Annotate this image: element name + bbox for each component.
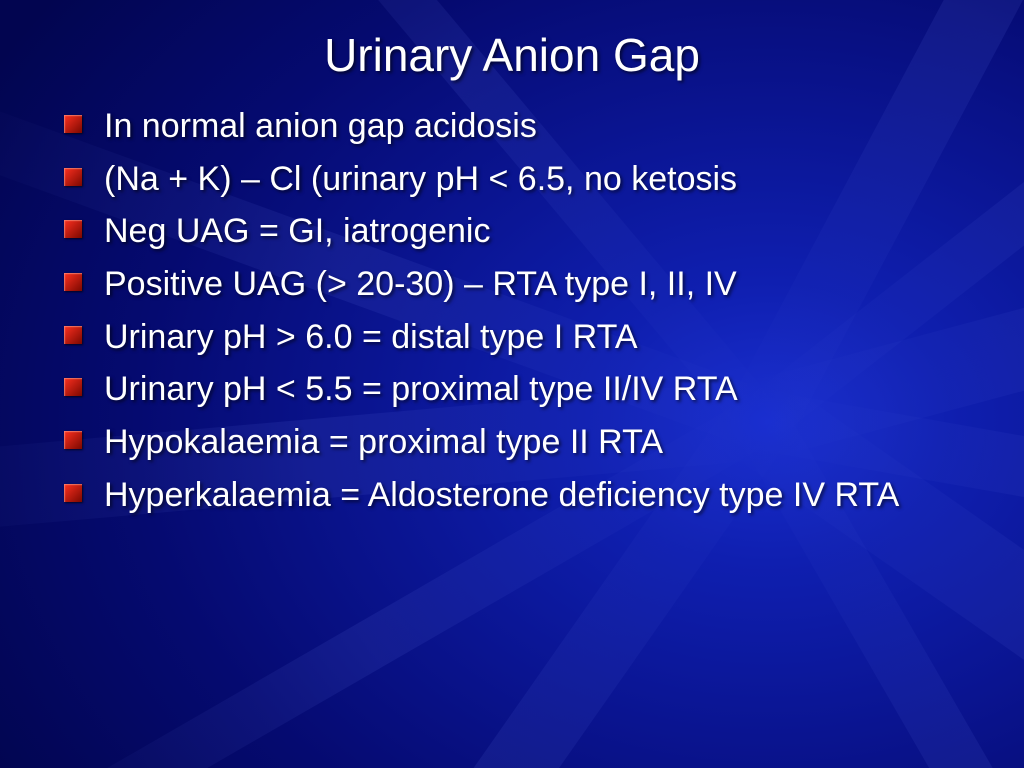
bullet-square-icon bbox=[64, 168, 82, 186]
bullet-item: Neg UAG = GI, iatrogenic bbox=[64, 205, 976, 258]
bullet-item: Positive UAG (> 20-30) – RTA type I, II,… bbox=[64, 258, 976, 311]
bullet-text: Positive UAG (> 20-30) – RTA type I, II,… bbox=[104, 265, 737, 303]
bullet-square-icon bbox=[64, 115, 82, 133]
bullet-list: In normal anion gap acidosis (Na + K) – C… bbox=[48, 100, 976, 522]
bullet-text: Hypokalaemia = proximal type II RTA bbox=[104, 423, 663, 461]
bullet-text: (Na + K) – Cl (urinary pH < 6.5, no keto… bbox=[104, 160, 737, 198]
bullet-text: Urinary pH < 5.5 = proximal type II/IV R… bbox=[104, 370, 738, 408]
bullet-square-icon bbox=[64, 273, 82, 291]
bullet-item: (Na + K) – Cl (urinary pH < 6.5, no keto… bbox=[64, 153, 976, 206]
slide-title: Urinary Anion Gap bbox=[48, 28, 976, 82]
bullet-item: Urinary pH > 6.0 = distal type I RTA bbox=[64, 311, 976, 364]
bullet-text: Hyperkalaemia = Aldosterone deficiency t… bbox=[104, 476, 899, 514]
bullet-item: Hyperkalaemia = Aldosterone deficiency t… bbox=[64, 469, 976, 522]
bullet-item: Urinary pH < 5.5 = proximal type II/IV R… bbox=[64, 363, 976, 416]
bullet-text: Urinary pH > 6.0 = distal type I RTA bbox=[104, 318, 638, 356]
bullet-item: Hypokalaemia = proximal type II RTA bbox=[64, 416, 976, 469]
bullet-square-icon bbox=[64, 484, 82, 502]
bullet-item: In normal anion gap acidosis bbox=[64, 100, 976, 153]
bullet-square-icon bbox=[64, 378, 82, 396]
slide: Urinary Anion Gap In normal anion gap ac… bbox=[0, 0, 1024, 768]
bullet-text: In normal anion gap acidosis bbox=[104, 107, 537, 145]
bullet-text: Neg UAG = GI, iatrogenic bbox=[104, 212, 490, 250]
bullet-square-icon bbox=[64, 326, 82, 344]
bullet-square-icon bbox=[64, 220, 82, 238]
bullet-square-icon bbox=[64, 431, 82, 449]
